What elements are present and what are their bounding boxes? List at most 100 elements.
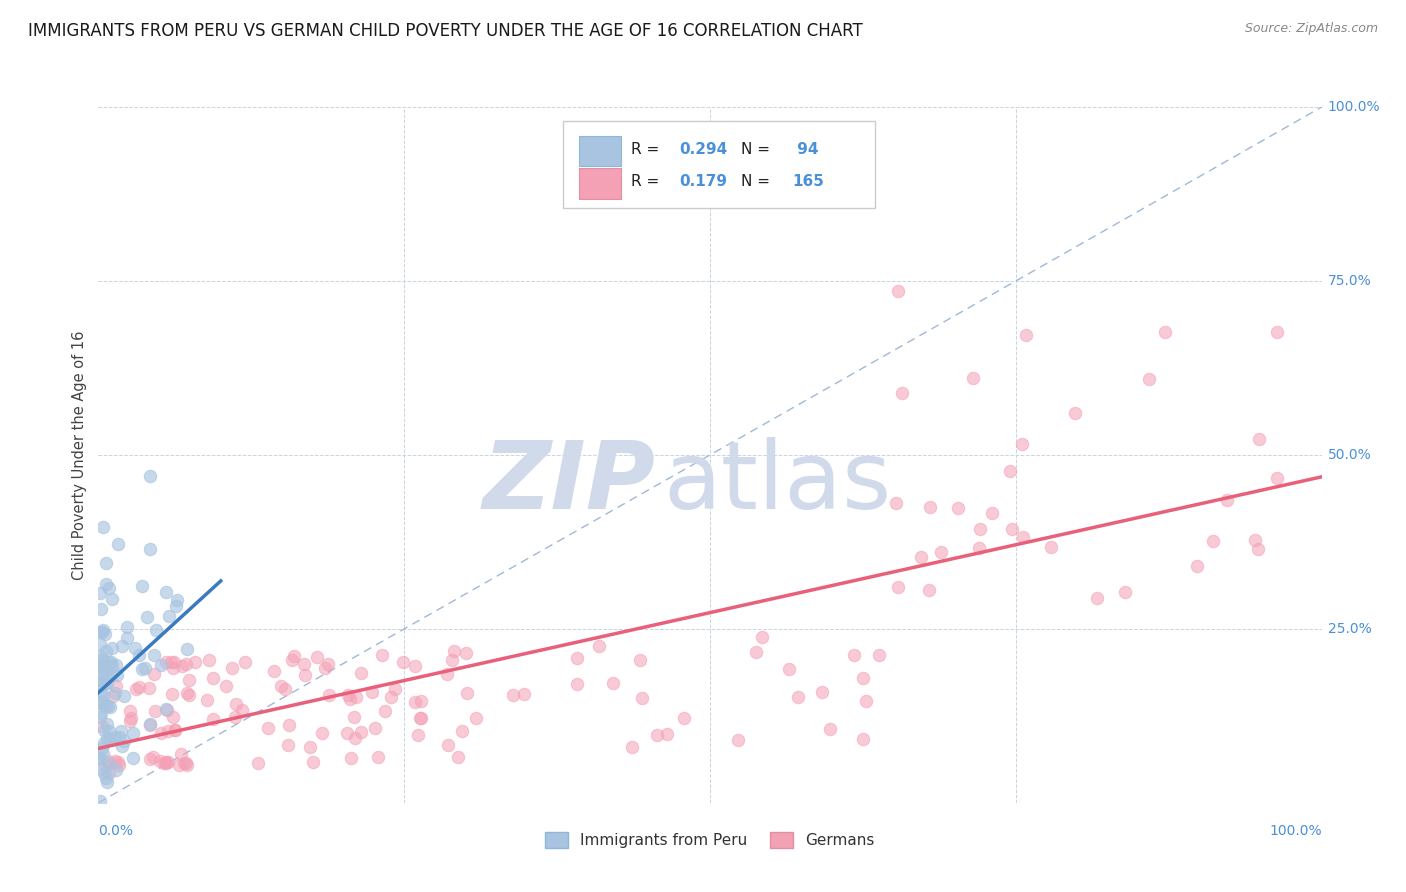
- Point: [502, 688, 524, 702]
- Point: [602, 675, 624, 690]
- Point: [149, 754, 172, 768]
- Text: 94: 94: [792, 142, 818, 157]
- Text: 0.294: 0.294: [679, 142, 728, 157]
- Point: [166, 593, 188, 607]
- Point: [820, 722, 842, 736]
- Point: [96, 731, 118, 745]
- Point: [436, 738, 458, 752]
- Point: [887, 580, 910, 594]
- Point: [673, 711, 696, 725]
- Point: [343, 731, 366, 746]
- Point: [97, 698, 120, 713]
- Point: [155, 702, 177, 716]
- Point: [104, 754, 127, 768]
- Point: [112, 689, 135, 703]
- Point: [277, 717, 299, 731]
- Point: [139, 541, 162, 556]
- Text: 50.0%: 50.0%: [1327, 448, 1371, 462]
- Point: [336, 689, 359, 703]
- Point: [122, 726, 145, 740]
- Point: [1265, 326, 1288, 340]
- Point: [176, 641, 198, 656]
- Point: [142, 666, 165, 681]
- Point: [391, 655, 413, 669]
- Point: [1247, 432, 1270, 446]
- Point: [96, 670, 118, 684]
- Point: [96, 716, 118, 731]
- Point: [101, 592, 124, 607]
- Point: [962, 371, 984, 385]
- Point: [198, 653, 221, 667]
- Point: [172, 658, 194, 673]
- Point: [409, 711, 432, 725]
- Point: [811, 685, 834, 699]
- Point: [891, 386, 914, 401]
- Point: [90, 624, 112, 639]
- Point: [120, 711, 142, 725]
- Point: [1154, 325, 1177, 339]
- Point: [139, 717, 162, 731]
- Point: [96, 774, 118, 789]
- Point: [343, 710, 366, 724]
- Point: [214, 679, 236, 693]
- Point: [162, 661, 184, 675]
- Point: [153, 756, 176, 771]
- Point: [89, 586, 111, 600]
- Point: [118, 705, 141, 719]
- Point: [224, 710, 246, 724]
- Point: [90, 660, 112, 674]
- Text: atlas: atlas: [664, 437, 891, 529]
- Point: [201, 671, 224, 685]
- Point: [105, 668, 128, 682]
- Text: R =: R =: [630, 142, 664, 157]
- Point: [163, 655, 186, 669]
- Point: [91, 623, 114, 637]
- Point: [565, 651, 588, 665]
- Text: R =: R =: [630, 174, 664, 189]
- Point: [384, 682, 406, 697]
- Point: [221, 661, 243, 675]
- Point: [314, 661, 336, 675]
- Point: [138, 681, 160, 695]
- Point: [1063, 406, 1085, 420]
- Point: [340, 751, 363, 765]
- Point: [91, 673, 114, 688]
- Point: [176, 757, 198, 772]
- Point: [100, 656, 122, 670]
- Point: [786, 690, 808, 704]
- Point: [124, 640, 146, 655]
- Point: [565, 677, 588, 691]
- Point: [94, 698, 117, 713]
- Point: [87, 670, 110, 684]
- Point: [645, 728, 668, 742]
- Text: IMMIGRANTS FROM PERU VS GERMAN CHILD POVERTY UNDER THE AGE OF 16 CORRELATION CHA: IMMIGRANTS FROM PERU VS GERMAN CHILD POV…: [28, 22, 863, 40]
- Point: [112, 734, 135, 748]
- Point: [91, 655, 114, 669]
- Text: 25.0%: 25.0%: [1327, 622, 1371, 636]
- Point: [174, 756, 197, 770]
- Point: [443, 644, 465, 658]
- Point: [868, 648, 890, 663]
- Point: [225, 697, 247, 711]
- Point: [121, 751, 143, 765]
- Point: [104, 730, 127, 744]
- Point: [339, 691, 361, 706]
- Point: [94, 644, 117, 658]
- FancyBboxPatch shape: [579, 136, 620, 166]
- Point: [361, 685, 384, 699]
- Point: [104, 657, 127, 672]
- Point: [404, 695, 426, 709]
- Point: [101, 689, 124, 703]
- Point: [1001, 522, 1024, 536]
- Point: [263, 664, 285, 678]
- Point: [100, 659, 122, 673]
- Point: [156, 703, 179, 717]
- Point: [727, 732, 749, 747]
- Point: [436, 666, 458, 681]
- Point: [100, 668, 122, 682]
- Point: [918, 582, 941, 597]
- Point: [283, 648, 305, 663]
- Point: [135, 609, 157, 624]
- Point: [97, 658, 120, 673]
- Point: [440, 653, 463, 667]
